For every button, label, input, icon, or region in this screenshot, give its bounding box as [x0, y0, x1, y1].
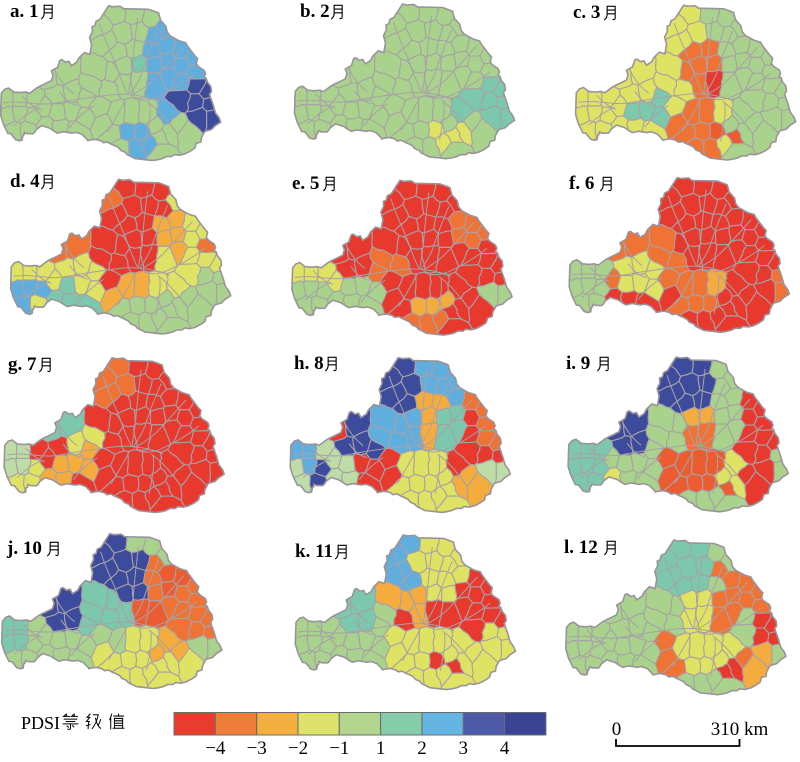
svg-text:−4: −4	[205, 738, 226, 757]
svg-text:310 km: 310 km	[711, 719, 769, 740]
svg-text:3: 3	[459, 738, 469, 757]
svg-text:−3: −3	[247, 738, 267, 757]
svg-text:l. 12: l. 12	[564, 537, 598, 558]
svg-text:0: 0	[612, 719, 622, 740]
svg-text:−2: −2	[288, 738, 308, 757]
svg-text:a. 1: a. 1	[10, 1, 39, 22]
svg-text:b. 2: b. 2	[300, 1, 330, 22]
svg-text:h. 8: h. 8	[294, 353, 324, 374]
svg-text:f. 6: f. 6	[569, 173, 594, 194]
svg-text:g. 7: g. 7	[8, 354, 37, 375]
svg-text:1: 1	[376, 738, 386, 757]
svg-text:4: 4	[500, 738, 510, 757]
svg-text:j. 10: j. 10	[6, 538, 42, 559]
svg-text:−1: −1	[329, 738, 349, 757]
svg-text:i. 9: i. 9	[566, 353, 590, 374]
svg-text:c. 3: c. 3	[573, 2, 600, 23]
svg-text:2: 2	[417, 738, 427, 757]
svg-text:PDSI: PDSI	[21, 713, 60, 733]
svg-text:d. 4: d. 4	[10, 171, 40, 192]
svg-text:k. 11: k. 11	[295, 541, 333, 562]
svg-text:e. 5: e. 5	[292, 173, 319, 194]
